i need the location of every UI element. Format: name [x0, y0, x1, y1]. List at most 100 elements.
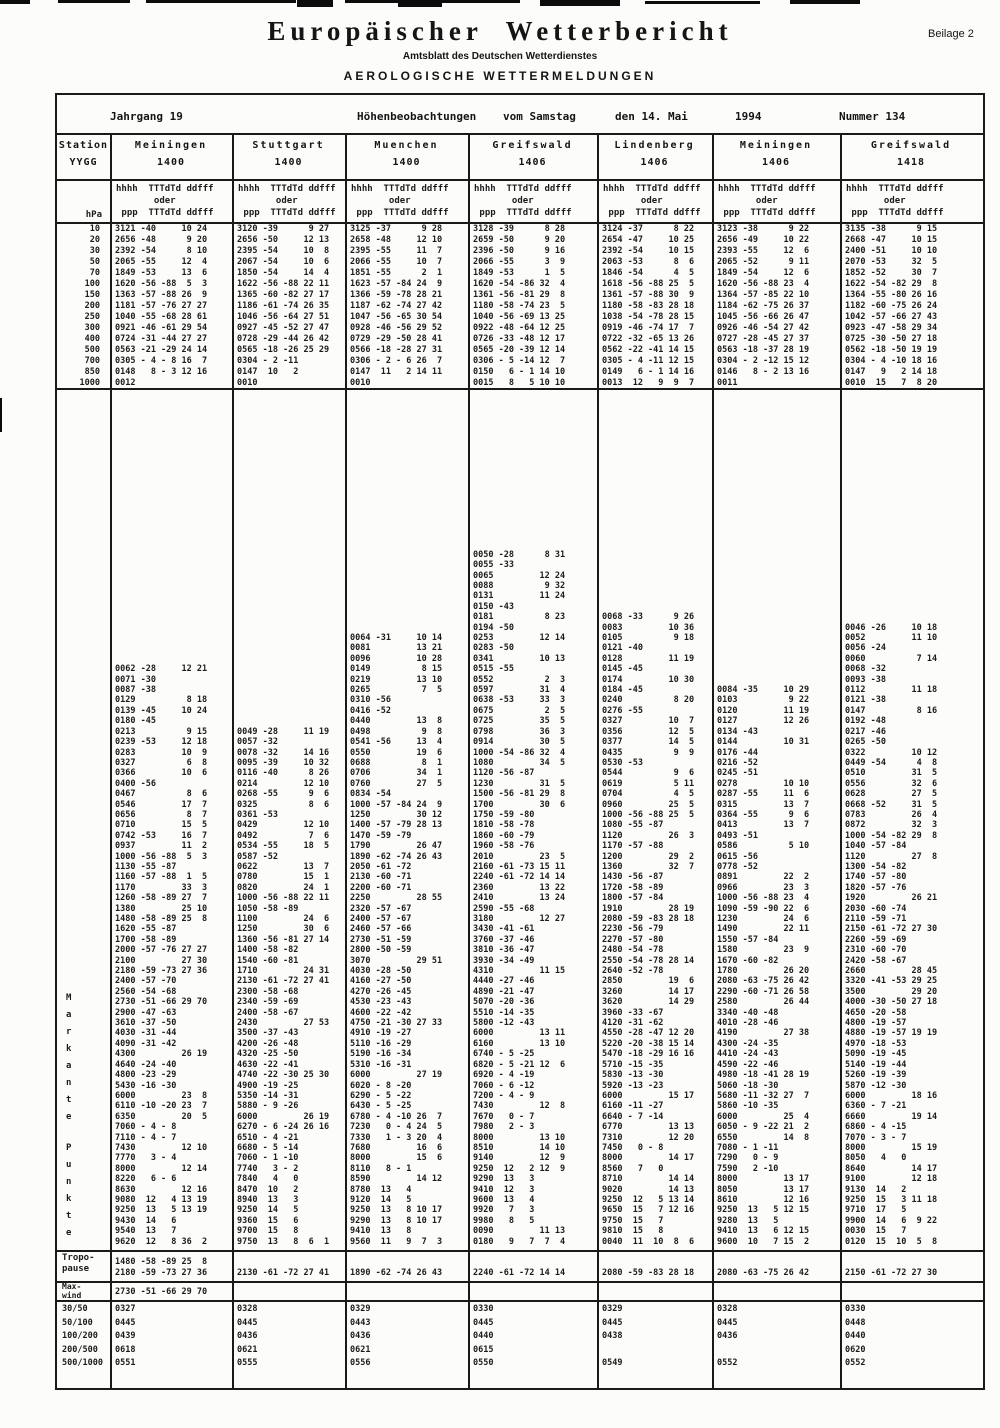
table-divider	[57, 222, 983, 224]
table-divider	[57, 179, 983, 181]
section-heading: AEROLOGISCHE WETTERMELDUNGEN	[343, 69, 657, 83]
station-name: Stuttgart	[252, 140, 325, 151]
table-divider	[57, 1250, 983, 1252]
date-label: den 14. Mai	[615, 110, 688, 123]
code-subheader: hhhh TTTdTd ddfff oder ppp TTTdTd ddfff	[116, 184, 214, 218]
maxwind-meiningen-1406	[712, 1281, 840, 1300]
pressure-data-stuttgart-1400: 3120 -39 9 27 2656 -50 12 13 2395 -54 10…	[237, 224, 330, 388]
maxwind-meiningen-1400: 2730 -51 -66 29 70	[115, 1287, 208, 1297]
code-subheader: hhhh TTTdTd ddfff oder ppp TTTdTd ddfff	[846, 184, 944, 218]
significant-data-greifswald-1418: 0046 -26 10 18 0052 11 10 0056 -24 0060 …	[845, 622, 938, 1247]
station-name: Greifswald	[870, 140, 952, 151]
page-title: Europäischer Wetterbericht	[267, 16, 733, 46]
table-column-divider	[712, 133, 714, 1388]
maxwind-muenchen-1400	[345, 1281, 468, 1300]
station-time: 1400	[156, 157, 186, 168]
station-time: 1406	[640, 157, 669, 168]
station-name: Lindenberg	[614, 140, 695, 151]
side-label-markante: M a r k a n t e	[66, 993, 72, 1122]
wind-layers-meiningen-1400: 0327 0445 0439 0618 0551	[115, 1304, 136, 1368]
wind-layers-meiningen-1406: 0328 0445 0436 0552	[717, 1304, 738, 1368]
station-time: 1400	[274, 157, 303, 168]
code-subheader: hhhh TTTdTd ddfff oder ppp TTTdTd ddfff	[603, 184, 701, 218]
station-name: Greifswald	[492, 140, 573, 151]
hpa-header-cell: hPa	[57, 179, 110, 222]
significant-data-meiningen-1400: 0062 -28 12 21 0071 -30 0087 -38 0129 8 …	[115, 664, 208, 1247]
maxwind-stuttgart-1400	[232, 1281, 345, 1300]
significant-points-side-label: M a r k a n t e P u n k t e	[57, 388, 110, 1250]
pressure-data-lindenberg-1406: 3124 -37 8 22 2654 -47 10 25 2392 -54 10…	[602, 224, 695, 388]
pressure-data-meiningen-1406: 3123 -38 9 22 2656 -49 10 22 2393 -55 12…	[717, 224, 810, 388]
aerological-table: Jahrgang 19 Höhenbeobachtungen vom Samst…	[57, 95, 983, 1388]
attachment-label: Beilage 2	[928, 28, 974, 40]
station-time: 1406	[518, 157, 547, 168]
significant-data-meiningen-1406: 0084 -35 10 29 0103 9 22 0120 11 19 0127…	[717, 685, 810, 1247]
hpa-label: hPa	[85, 210, 102, 220]
station-header-stuttgart-1400: Stuttgart 1400	[232, 133, 345, 179]
code-subheader: hhhh TTTdTd ddfff oder ppp TTTdTd ddfff	[351, 184, 449, 218]
pressure-data-greifswald-1406: 3128 -39 8 28 2659 -50 9 20 2396 -50 9 1…	[473, 224, 566, 388]
station-yygg-header: Station YYGG	[57, 133, 110, 179]
significant-data-greifswald-1406: 0050 -28 8 31 0055 -33 0065 12 24 0088 9…	[473, 549, 566, 1247]
station-header-greifswald-1406: Greifswald 1406	[468, 133, 597, 179]
year-label: 1994	[735, 110, 762, 123]
wind-layers-stuttgart-1400: 0328 0445 0436 0621 0555	[237, 1304, 258, 1368]
code-subheader: hhhh TTTdTd ddfff oder ppp TTTdTd ddfff	[718, 184, 816, 218]
yygg-label: YYGG	[69, 157, 98, 168]
station-name: Meiningen	[134, 140, 208, 151]
tropopause-meiningen-1400: 1480 -58 -89 25 8 2180 -59 -73 27 36	[115, 1257, 208, 1278]
volume-label: Jahrgang 19	[110, 110, 183, 123]
tropopause-lindenberg-1406: 2080 -59 -83 28 18	[602, 1268, 695, 1278]
table-column-divider	[110, 133, 112, 1388]
table-divider	[57, 1300, 983, 1302]
station-header-greifswald-1418: Greifswald 1418	[840, 133, 982, 179]
table-divider	[57, 133, 983, 135]
tropopause-label-cell: Tropo- pause	[57, 1250, 110, 1281]
station-name: Meiningen	[739, 140, 813, 151]
maxwind-lindenberg-1406	[597, 1281, 712, 1300]
tropopause-muenchen-1400: 1890 -62 -74 26 43	[350, 1268, 443, 1278]
wind-layers-greifswald-1418: 0330 0448 0440 0620 0552	[845, 1304, 866, 1368]
observation-label: Höhenbeobachtungen	[357, 110, 477, 123]
page-subtitle: Amtsblatt des Deutschen Wetterdienstes	[402, 51, 598, 62]
pressure-levels-column: 10 20 30 50 70 100 150 200 250 300 400 5…	[79, 224, 100, 388]
wind-layers-greifswald-1406: 0330 0445 0440 0615 0550	[473, 1304, 494, 1368]
station-time: 1400	[392, 157, 421, 168]
tropopause-meiningen-1406: 2080 -63 -75 26 42	[717, 1268, 810, 1278]
side-label-punkte: P u n k t e	[66, 1143, 72, 1238]
pressure-data-muenchen-1400: 3125 -37 9 28 2658 -48 12 10 2395 -55 11…	[350, 224, 443, 388]
table-column-divider	[468, 133, 470, 1388]
pressure-data-meiningen-1400: 3121 -40 10 24 2656 -48 9 20 2392 -54 8 …	[115, 224, 208, 388]
table-column-divider	[597, 133, 599, 1388]
tropopause-label: Tropo- pause	[62, 1253, 95, 1274]
significant-data-stuttgart-1400: 0049 -28 11 19 0057 -32 0078 -32 14 16 0…	[237, 726, 330, 1247]
table-column-divider	[232, 133, 234, 1388]
issue-number-label: Nummer 134	[839, 110, 906, 123]
tropopause-stuttgart-1400: 2130 -61 -72 27 41	[237, 1268, 330, 1278]
maxwind-greifswald-1406	[468, 1281, 597, 1300]
significant-data-muenchen-1400: 0064 -31 10 14 0081 13 21 0096 10 28 014…	[350, 633, 443, 1247]
table-column-divider	[345, 133, 347, 1388]
maxwind-greifswald-1418	[840, 1281, 982, 1300]
station-header-lindenberg-1406: Lindenberg 1406	[597, 133, 712, 179]
wind-layers-muenchen-1400: 0329 0443 0436 0621 0556	[350, 1304, 371, 1368]
table-divider	[57, 388, 983, 390]
bulletin-table-frame: Jahrgang 19 Höhenbeobachtungen vom Samst…	[55, 93, 985, 1390]
maxwind-label: Max- wind	[62, 1282, 82, 1300]
table-column-divider	[840, 133, 842, 1388]
maxwind-label-cell: Max- wind	[57, 1281, 110, 1300]
station-header-meiningen-1400: Meiningen 1400	[110, 133, 232, 179]
tropopause-greifswald-1418: 2150 -61 -72 27 30	[845, 1268, 938, 1278]
significant-data-lindenberg-1406: 0068 -33 9 26 0083 10 36 0105 9 18 0121 …	[602, 612, 695, 1247]
code-subheader: hhhh TTTdTd ddfff oder ppp TTTdTd ddfff	[238, 184, 336, 218]
tropopause-greifswald-1406: 2240 -61 -72 14 14	[473, 1268, 566, 1278]
station-header-muenchen-1400: Muenchen 1400	[345, 133, 468, 179]
station-time: 1418	[896, 157, 926, 168]
weekday-label: vom Samstag	[503, 110, 576, 123]
code-subheader: hhhh TTTdTd ddfff oder ppp TTTdTd ddfff	[474, 184, 572, 218]
wind-layers-lindenberg-1406: 0329 0445 0438 0549	[602, 1304, 623, 1368]
station-label: Station	[58, 140, 109, 151]
pressure-data-greifswald-1418: 3135 -38 9 15 2668 -47 10 15 2400 -51 10…	[845, 224, 938, 388]
table-divider	[57, 1281, 983, 1283]
